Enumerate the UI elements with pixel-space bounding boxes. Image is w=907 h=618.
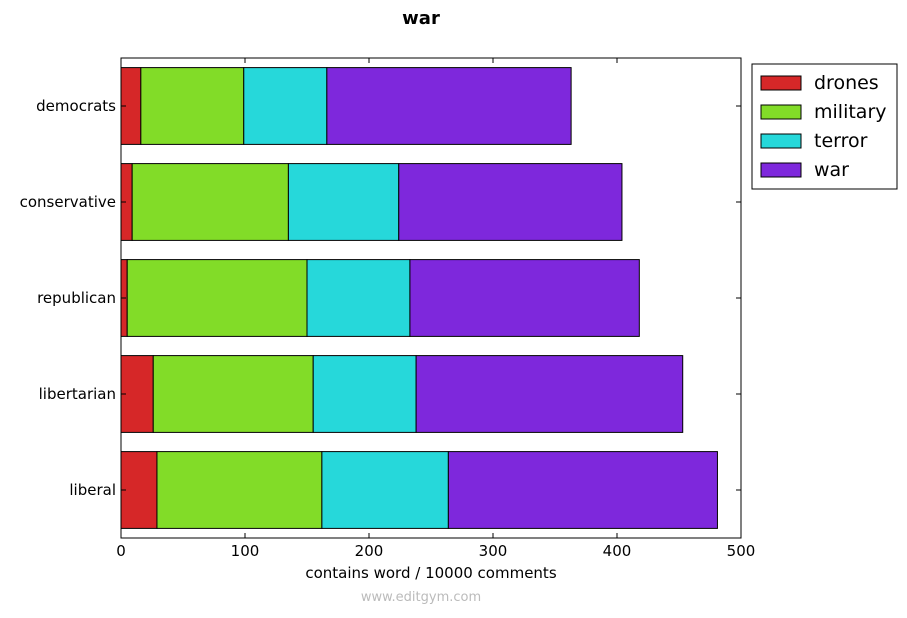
bar-terror-liberal [321, 451, 449, 529]
bar-military-libertarian [152, 355, 314, 433]
ticks-layer: democrats conservative republican libertari… [20, 58, 756, 560]
bar-terror-republican [306, 259, 411, 337]
bars-layer [120, 67, 718, 529]
y-tick-label: conservative [20, 193, 116, 211]
watermark-text: www.editgym.com [361, 590, 481, 605]
legend-label-drones: drones [814, 72, 879, 94]
bar-terror-libertarian [312, 355, 417, 433]
bar-war-democrats [326, 67, 572, 145]
bar-military-conservative [131, 163, 289, 241]
legend-swatch-war [760, 162, 802, 178]
legend-swatch-terror [760, 133, 802, 149]
bar-military-republican [126, 259, 308, 337]
bar-war-republican [409, 259, 640, 337]
legend-label-military: military [814, 101, 887, 123]
bar-terror-democrats [243, 67, 328, 145]
bar-drones-liberal [120, 451, 158, 529]
bar-terror-conservative [287, 163, 400, 241]
x-tick-label: 500 [727, 542, 756, 560]
bar-war-liberal [447, 451, 718, 529]
bar-war-libertarian [415, 355, 684, 433]
legend-swatch-military [760, 104, 802, 120]
x-tick-label: 300 [479, 542, 508, 560]
bar-drones-libertarian [120, 355, 154, 433]
chart-title: war [402, 8, 440, 29]
y-tick-label: liberal [69, 481, 116, 499]
bar-war-conservative [398, 163, 623, 241]
y-tick-label: democrats [36, 97, 116, 115]
legend-label-war: war [814, 159, 849, 181]
x-tick-label: 400 [603, 542, 632, 560]
x-axis-label: contains word / 10000 comments [305, 564, 556, 582]
x-tick-label: 200 [355, 542, 384, 560]
legend-label-terror: terror [814, 130, 868, 152]
x-tick-label: 0 [116, 542, 126, 560]
legend: drones military terror war [751, 63, 898, 190]
bar-military-liberal [156, 451, 323, 529]
bar-military-democrats [140, 67, 245, 145]
x-tick-label: 100 [231, 542, 260, 560]
y-tick-label: republican [37, 289, 116, 307]
legend-swatch-drones [760, 75, 802, 91]
y-tick-label: libertarian [39, 385, 116, 403]
